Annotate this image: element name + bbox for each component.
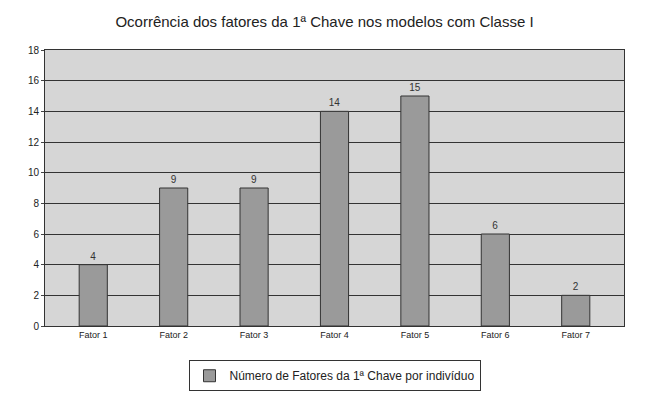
svg-text:8: 8 <box>33 198 39 209</box>
svg-text:10: 10 <box>28 167 40 178</box>
svg-text:Fator 7: Fator 7 <box>561 330 590 340</box>
svg-text:0: 0 <box>33 321 39 332</box>
svg-text:Fator 4: Fator 4 <box>320 330 349 340</box>
svg-text:9: 9 <box>251 174 257 185</box>
svg-text:2: 2 <box>573 281 579 292</box>
svg-text:16: 16 <box>28 75 40 86</box>
svg-text:18: 18 <box>28 45 40 56</box>
svg-text:Ocorrência dos fatores da 1ª C: Ocorrência dos fatores da 1ª Chave nos m… <box>115 13 533 30</box>
svg-text:4: 4 <box>90 251 96 262</box>
svg-text:14: 14 <box>329 97 341 108</box>
svg-text:14: 14 <box>28 106 40 117</box>
svg-text:12: 12 <box>28 137 40 148</box>
svg-text:4: 4 <box>33 259 39 270</box>
svg-text:Fator 3: Fator 3 <box>240 330 269 340</box>
svg-text:Fator 5: Fator 5 <box>401 330 430 340</box>
svg-text:Fator 1: Fator 1 <box>79 330 108 340</box>
svg-text:9: 9 <box>171 174 177 185</box>
svg-text:2: 2 <box>33 290 39 301</box>
svg-text:15: 15 <box>409 82 421 93</box>
svg-text:Número de Fatores da 1ª Chave: Número de Fatores da 1ª Chave por indiví… <box>230 369 475 383</box>
svg-text:Fator 6: Fator 6 <box>481 330 510 340</box>
svg-text:6: 6 <box>33 229 39 240</box>
svg-text:Fator 2: Fator 2 <box>159 330 188 340</box>
svg-text:6: 6 <box>492 220 498 231</box>
